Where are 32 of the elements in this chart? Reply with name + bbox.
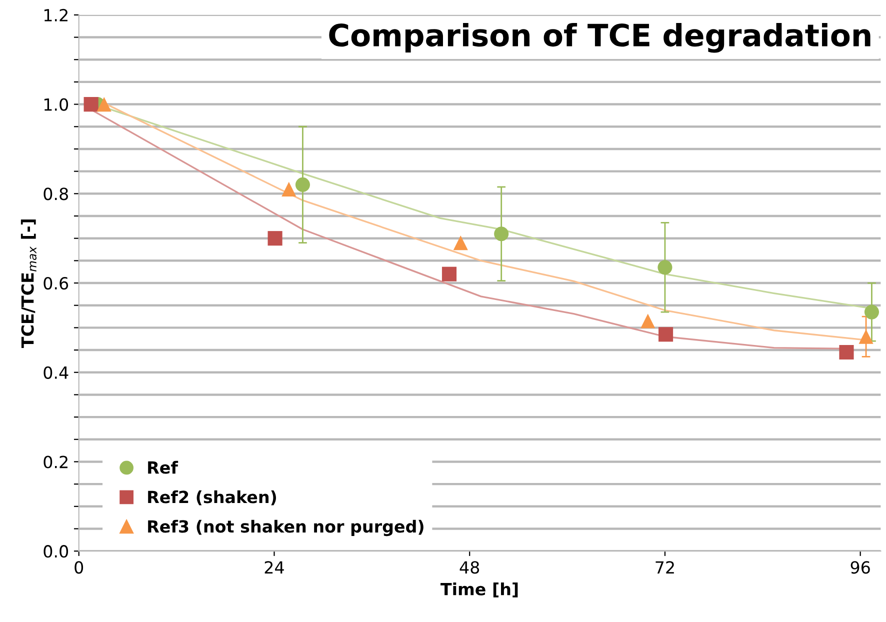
point (442, 266, 457, 282)
x-tick-label: 0 (74, 561, 84, 574)
x-tick-label: 24 (264, 561, 284, 574)
y-tick-label: 1.2 (44, 8, 68, 22)
point (858, 329, 874, 344)
y-tick-label: 0.0 (44, 545, 68, 558)
y-tick-label: 0.2 (44, 456, 68, 468)
legend-label: Ref2 (shaken) (148, 490, 276, 506)
point (658, 260, 672, 275)
point (453, 236, 468, 250)
legend-label: Ref (148, 460, 178, 474)
y-tick-label: 0.4 (44, 366, 68, 379)
point (658, 327, 674, 342)
point (839, 344, 854, 360)
legend-label: Ref3 (not shaken nor purged) (148, 520, 424, 536)
point (96, 97, 112, 112)
point (282, 182, 296, 196)
y-tick-label: 0.6 (44, 276, 68, 290)
point (268, 231, 282, 246)
point (84, 97, 98, 112)
x-tick-label: 72 (656, 561, 674, 574)
y-tick-label: 0.8 (44, 188, 68, 200)
point (295, 177, 310, 192)
point (864, 304, 880, 320)
y-axis-title: TCE/TCE$_{max}$ [-] (20, 219, 37, 348)
x-axis-title: Time [h] (440, 582, 518, 598)
point (494, 226, 509, 242)
x-tick-label: 96 (850, 561, 870, 574)
chart-title: Comparison of TCE degradation (329, 22, 870, 53)
point (640, 314, 656, 328)
y-tick-label: 1.0 (44, 98, 68, 111)
x-tick-label: 48 (460, 561, 480, 574)
